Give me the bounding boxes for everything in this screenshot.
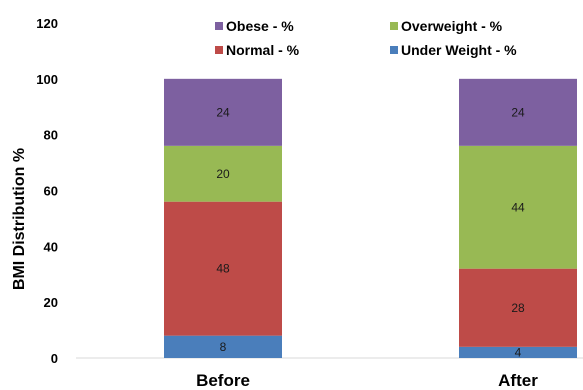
y-tick-label: 20 [44, 295, 58, 310]
data-label: 8 [220, 340, 227, 354]
data-label: 24 [511, 105, 525, 119]
data-label: 44 [511, 200, 525, 214]
y-tick-label: 60 [44, 184, 58, 199]
legend: Obese - % Overweight - % Normal - % Under W… [215, 18, 517, 58]
y-tick-labels: 0 20 40 60 80 100 120 [36, 16, 58, 366]
data-label: 4 [515, 345, 522, 359]
legend-label: Normal - % [226, 42, 300, 58]
bars [164, 78, 577, 358]
bar-segment [164, 201, 282, 336]
bar-segment [459, 346, 577, 358]
category-label: After [498, 371, 538, 390]
legend-label: Under Weight - % [401, 42, 517, 58]
data-label: 24 [216, 105, 230, 119]
bar-segment [459, 268, 577, 347]
y-tick-label: 40 [44, 239, 58, 254]
data-labels: 8 48 20 24 4 28 44 24 [216, 105, 525, 359]
bar-segment [459, 78, 577, 146]
bar-segment [164, 78, 282, 146]
data-label: 28 [511, 301, 525, 315]
y-axis-title-group: BMI Distribution % [11, 148, 28, 290]
y-tick-label: 80 [44, 128, 58, 143]
legend-swatch [390, 46, 398, 54]
data-label: 20 [216, 167, 230, 181]
bar-segment [164, 335, 282, 358]
legend-swatch [215, 22, 223, 30]
y-tick-label: 100 [36, 72, 58, 87]
legend-label: Overweight - % [401, 18, 503, 34]
category-labels: Before After [196, 371, 538, 390]
legend-label: Obese - % [226, 18, 294, 34]
y-axis-title: BMI Distribution % [11, 148, 28, 290]
data-label: 48 [216, 262, 230, 276]
bar-segment [459, 145, 577, 269]
y-tick-label: 120 [36, 16, 58, 31]
legend-swatch [215, 46, 223, 54]
y-tick-label: 0 [51, 351, 58, 366]
category-label: Before [196, 371, 250, 390]
legend-swatch [390, 22, 398, 30]
bar-segment [164, 145, 282, 202]
